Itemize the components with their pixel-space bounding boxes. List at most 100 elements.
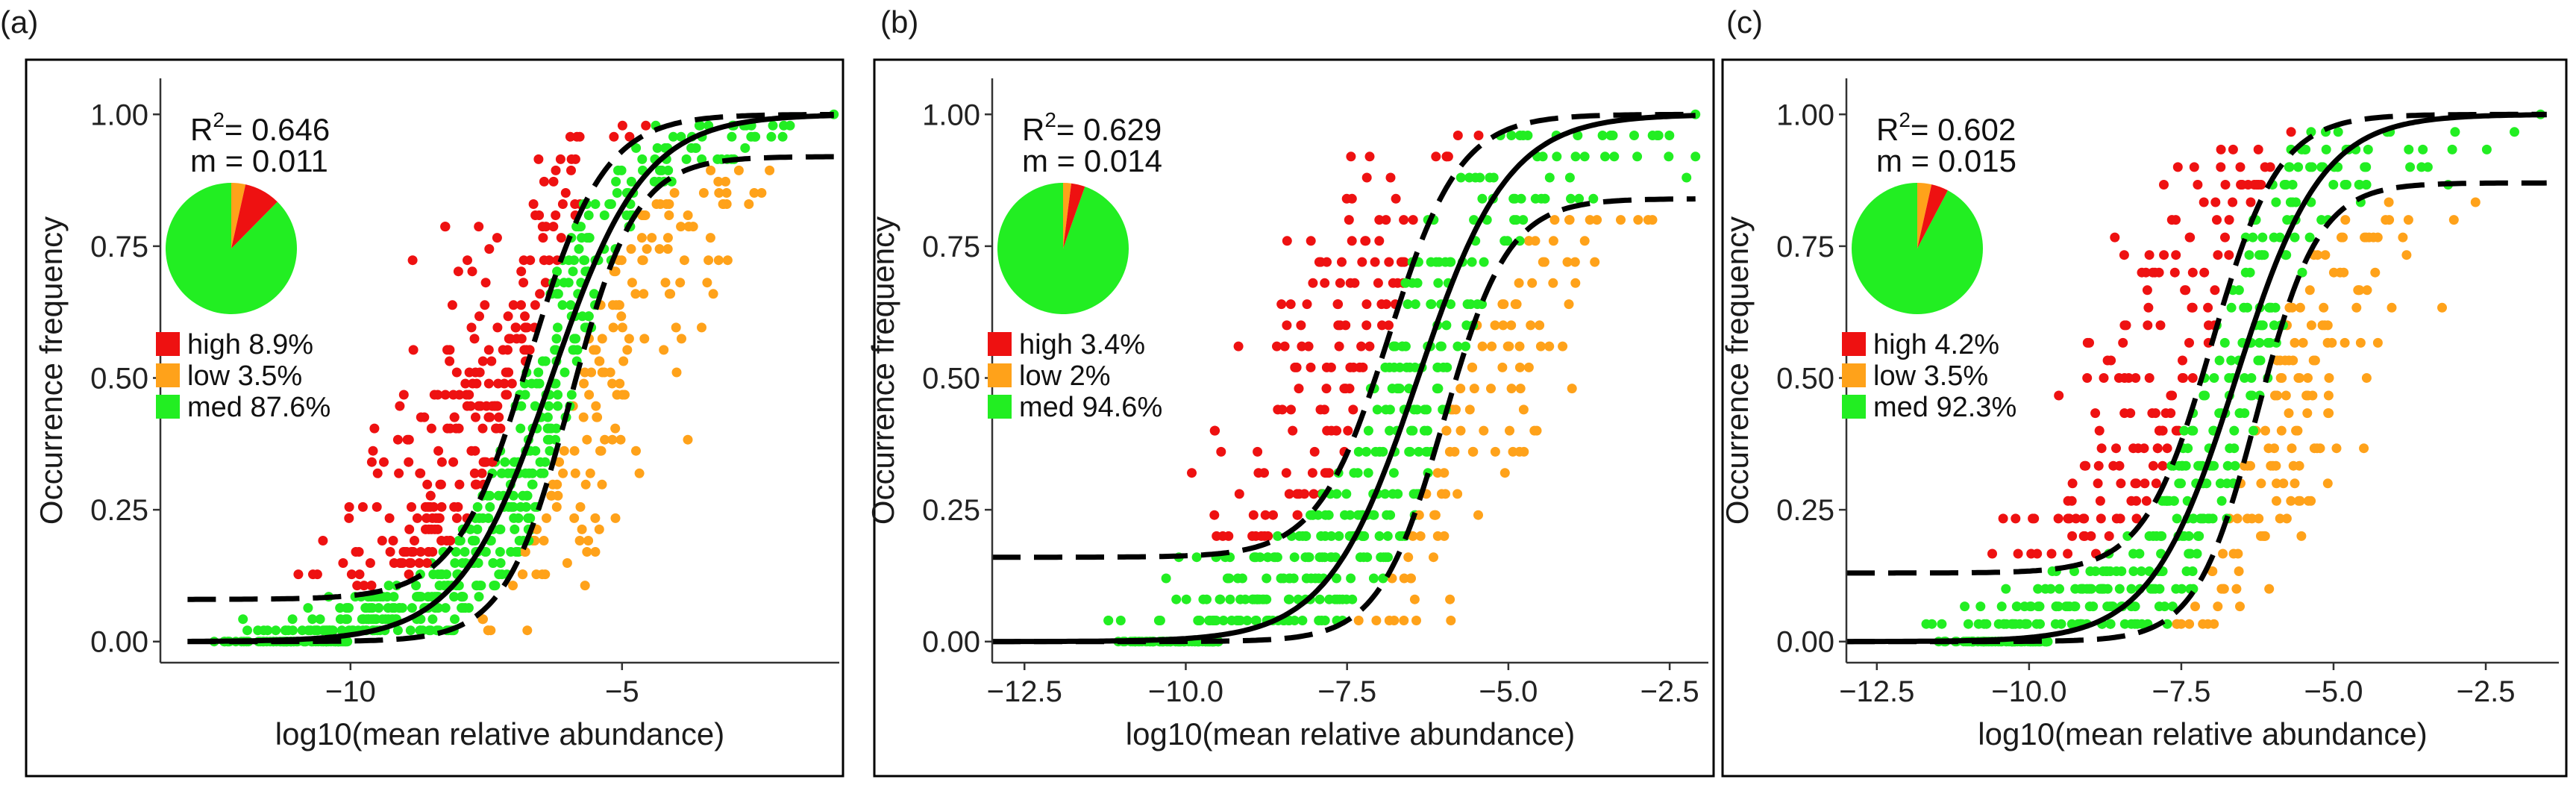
point-low xyxy=(1519,446,1529,457)
point-low xyxy=(1447,404,1458,415)
point-low xyxy=(1497,362,1508,372)
point-high xyxy=(426,423,436,434)
point-low xyxy=(1515,384,1526,394)
point-med xyxy=(238,614,248,625)
point-low xyxy=(703,255,714,266)
point-low xyxy=(570,468,580,478)
point-med xyxy=(1361,446,1371,457)
point-high xyxy=(404,434,414,445)
point-med xyxy=(2136,566,2146,576)
point-low xyxy=(583,536,594,546)
point-low xyxy=(2176,619,2187,629)
point-low xyxy=(2322,337,2333,348)
point-high xyxy=(449,501,460,512)
point-med xyxy=(2011,601,2022,612)
point-low xyxy=(580,367,590,378)
point-high xyxy=(1294,384,1304,394)
point-low xyxy=(2372,337,2383,348)
point-high xyxy=(1364,341,1375,351)
point-low xyxy=(744,199,754,209)
point-med xyxy=(550,345,560,355)
point-high xyxy=(508,300,518,310)
point-med xyxy=(288,625,298,636)
point-med xyxy=(557,300,568,310)
point-med xyxy=(303,603,313,613)
point-med xyxy=(1103,616,1114,625)
point-med xyxy=(518,490,528,501)
point-med xyxy=(1316,531,1326,541)
point-high xyxy=(433,390,443,400)
point-high xyxy=(357,501,368,512)
point-high xyxy=(442,345,452,355)
point-high xyxy=(2115,513,2125,524)
point-med xyxy=(1341,489,1352,499)
panel-1: (a) 0.00 0.25 0.50 0.75 1.00 −10 −5 log10(mean r… xyxy=(0,4,844,778)
point-med xyxy=(1600,151,1610,162)
point-med xyxy=(2040,637,2050,647)
point-med xyxy=(1510,193,1520,204)
point-med xyxy=(1297,616,1308,625)
point-low xyxy=(610,423,621,434)
point-high xyxy=(293,569,304,580)
point-high xyxy=(467,266,477,277)
point-med xyxy=(2216,496,2227,506)
point-low xyxy=(1411,616,1421,625)
point-med xyxy=(2248,232,2258,243)
point-high xyxy=(379,457,389,467)
r-squared-value: = 0.629 xyxy=(1056,112,1162,147)
point-high xyxy=(1272,341,1282,351)
y-tick-label: 1.00 xyxy=(922,99,980,131)
point-med xyxy=(542,434,553,445)
point-high xyxy=(1302,299,1312,310)
point-med xyxy=(1570,151,1581,162)
point-med xyxy=(2195,460,2205,471)
point-med xyxy=(1605,131,1616,140)
pie-slice-med xyxy=(166,183,298,315)
point-high xyxy=(480,300,490,310)
point-high xyxy=(412,513,422,523)
point-med xyxy=(1452,341,1463,351)
point-med xyxy=(1609,151,1620,162)
point-low xyxy=(1511,299,1522,310)
point-med xyxy=(259,625,269,636)
point-low xyxy=(1647,215,1658,225)
point-high xyxy=(1361,172,1372,183)
point-high xyxy=(1212,531,1222,541)
point-high xyxy=(416,412,426,422)
point-med xyxy=(485,490,495,501)
point-high xyxy=(422,479,433,490)
point-med xyxy=(1211,616,1221,625)
point-low xyxy=(2340,337,2350,348)
point-med xyxy=(1374,531,1385,541)
point-high xyxy=(2141,496,2152,506)
point-low xyxy=(2287,443,2297,454)
point-low xyxy=(2384,197,2394,207)
point-med xyxy=(1442,362,1452,372)
point-low xyxy=(1564,215,1575,225)
point-low xyxy=(1564,299,1574,310)
point-high xyxy=(1290,362,1300,372)
point-high xyxy=(2172,162,2183,172)
point-med xyxy=(574,244,584,254)
point-low xyxy=(2247,513,2257,524)
fit-lines xyxy=(1846,111,2547,645)
point-med xyxy=(2226,355,2237,366)
point-med xyxy=(2188,425,2199,436)
point-med xyxy=(1441,320,1452,331)
point-low xyxy=(1535,320,1545,331)
point-high xyxy=(533,154,544,164)
point-med xyxy=(1388,468,1399,478)
point-med xyxy=(242,625,252,636)
point-med xyxy=(1412,404,1423,415)
point-low xyxy=(662,233,673,243)
point-high xyxy=(534,210,545,220)
point-low xyxy=(1429,510,1440,520)
point-med xyxy=(1340,510,1350,520)
point-high xyxy=(308,569,318,580)
point-med xyxy=(1218,616,1229,625)
y-tick-label: 0.25 xyxy=(90,494,148,527)
point-med xyxy=(1404,446,1414,457)
point-med xyxy=(1446,257,1456,267)
y-tick-label: 0.75 xyxy=(1776,231,1834,263)
point-med xyxy=(315,614,325,625)
